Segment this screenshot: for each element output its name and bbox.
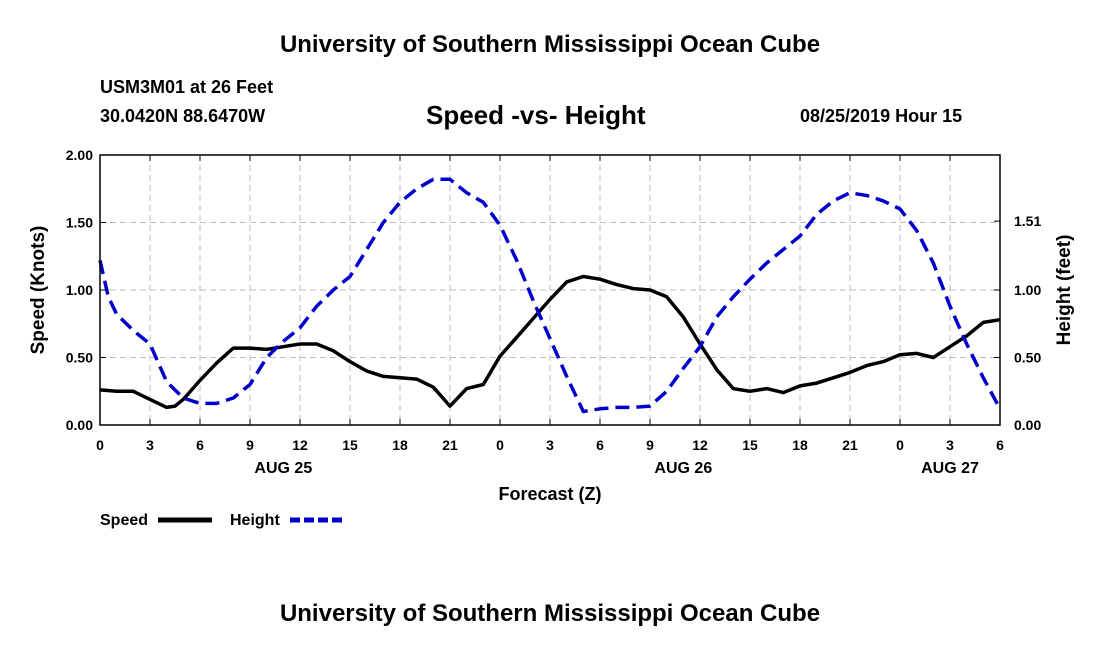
x-tick-label: 12 bbox=[692, 437, 708, 453]
x-tick-label: 3 bbox=[946, 437, 954, 453]
x-tick-label: 6 bbox=[996, 437, 1004, 453]
x-tick-label: 6 bbox=[596, 437, 604, 453]
x-tick-label: 9 bbox=[646, 437, 654, 453]
chart-title: Speed -vs- Height bbox=[426, 100, 646, 130]
x-axis-label: Forecast (Z) bbox=[498, 484, 601, 504]
station-label: USM3M01 at 26 Feet bbox=[100, 77, 274, 97]
date-label: AUG 26 bbox=[654, 460, 712, 477]
speed-series-line bbox=[99, 274, 1001, 410]
x-tick-label: 18 bbox=[392, 437, 408, 453]
y-tick-label: 2.00 bbox=[66, 147, 93, 163]
x-tick-label: 15 bbox=[342, 437, 358, 453]
y2-tick-label: 1.51 bbox=[1014, 213, 1041, 229]
grid bbox=[100, 155, 1000, 425]
x-tick-label: 0 bbox=[896, 437, 904, 453]
series bbox=[98, 177, 1002, 414]
x-tick-label: 3 bbox=[146, 437, 154, 453]
legend-height-label: Height bbox=[230, 512, 280, 529]
x-tick-label: 0 bbox=[496, 437, 504, 453]
x-tick-label: 3 bbox=[546, 437, 554, 453]
y-tick-label: 0.00 bbox=[66, 417, 93, 433]
y-tick-label: 1.50 bbox=[66, 215, 93, 231]
x-tick-label: 6 bbox=[196, 437, 204, 453]
footer-title: University of Southern Mississippi Ocean… bbox=[279, 600, 821, 627]
y2-tick-label: 1.00 bbox=[1014, 282, 1041, 298]
coordinates-label: 30.0420N 88.6470W bbox=[100, 106, 266, 126]
legend-speed-label: Speed bbox=[100, 512, 148, 529]
y2-tick-label: 0.50 bbox=[1014, 350, 1041, 366]
x-tick-label: 12 bbox=[292, 437, 308, 453]
y-tick-label: 1.00 bbox=[66, 282, 93, 298]
x-tick-label: 21 bbox=[842, 437, 858, 453]
x-tick-label: 9 bbox=[246, 437, 254, 453]
x-tick-label: 0 bbox=[96, 437, 104, 453]
date-label: AUG 25 bbox=[254, 460, 312, 477]
height-series-line bbox=[98, 177, 1002, 414]
y-axis-label: Speed (Knots) bbox=[28, 226, 49, 355]
date-label: AUG 27 bbox=[921, 460, 979, 477]
x-tick-label: 21 bbox=[442, 437, 458, 453]
page-title: University of Southern Mississippi Ocean… bbox=[279, 31, 821, 58]
y2-axis-label: Height (feet) bbox=[1054, 235, 1075, 346]
legend: Speed Height bbox=[100, 512, 342, 529]
x-tick-label: 15 bbox=[742, 437, 758, 453]
y-tick-label: 0.50 bbox=[66, 350, 93, 366]
axes: 0 3 6 9 12 15 18 21 0 3 6 9 12 15 18 21 0 3 6 0.00 0.50 1.00 1… bbox=[66, 147, 1042, 477]
y2-tick-label: 0.00 bbox=[1014, 417, 1041, 433]
x-tick-label: 18 bbox=[792, 437, 808, 453]
forecast-timestamp: 08/25/2019 Hour 15 bbox=[800, 106, 963, 126]
